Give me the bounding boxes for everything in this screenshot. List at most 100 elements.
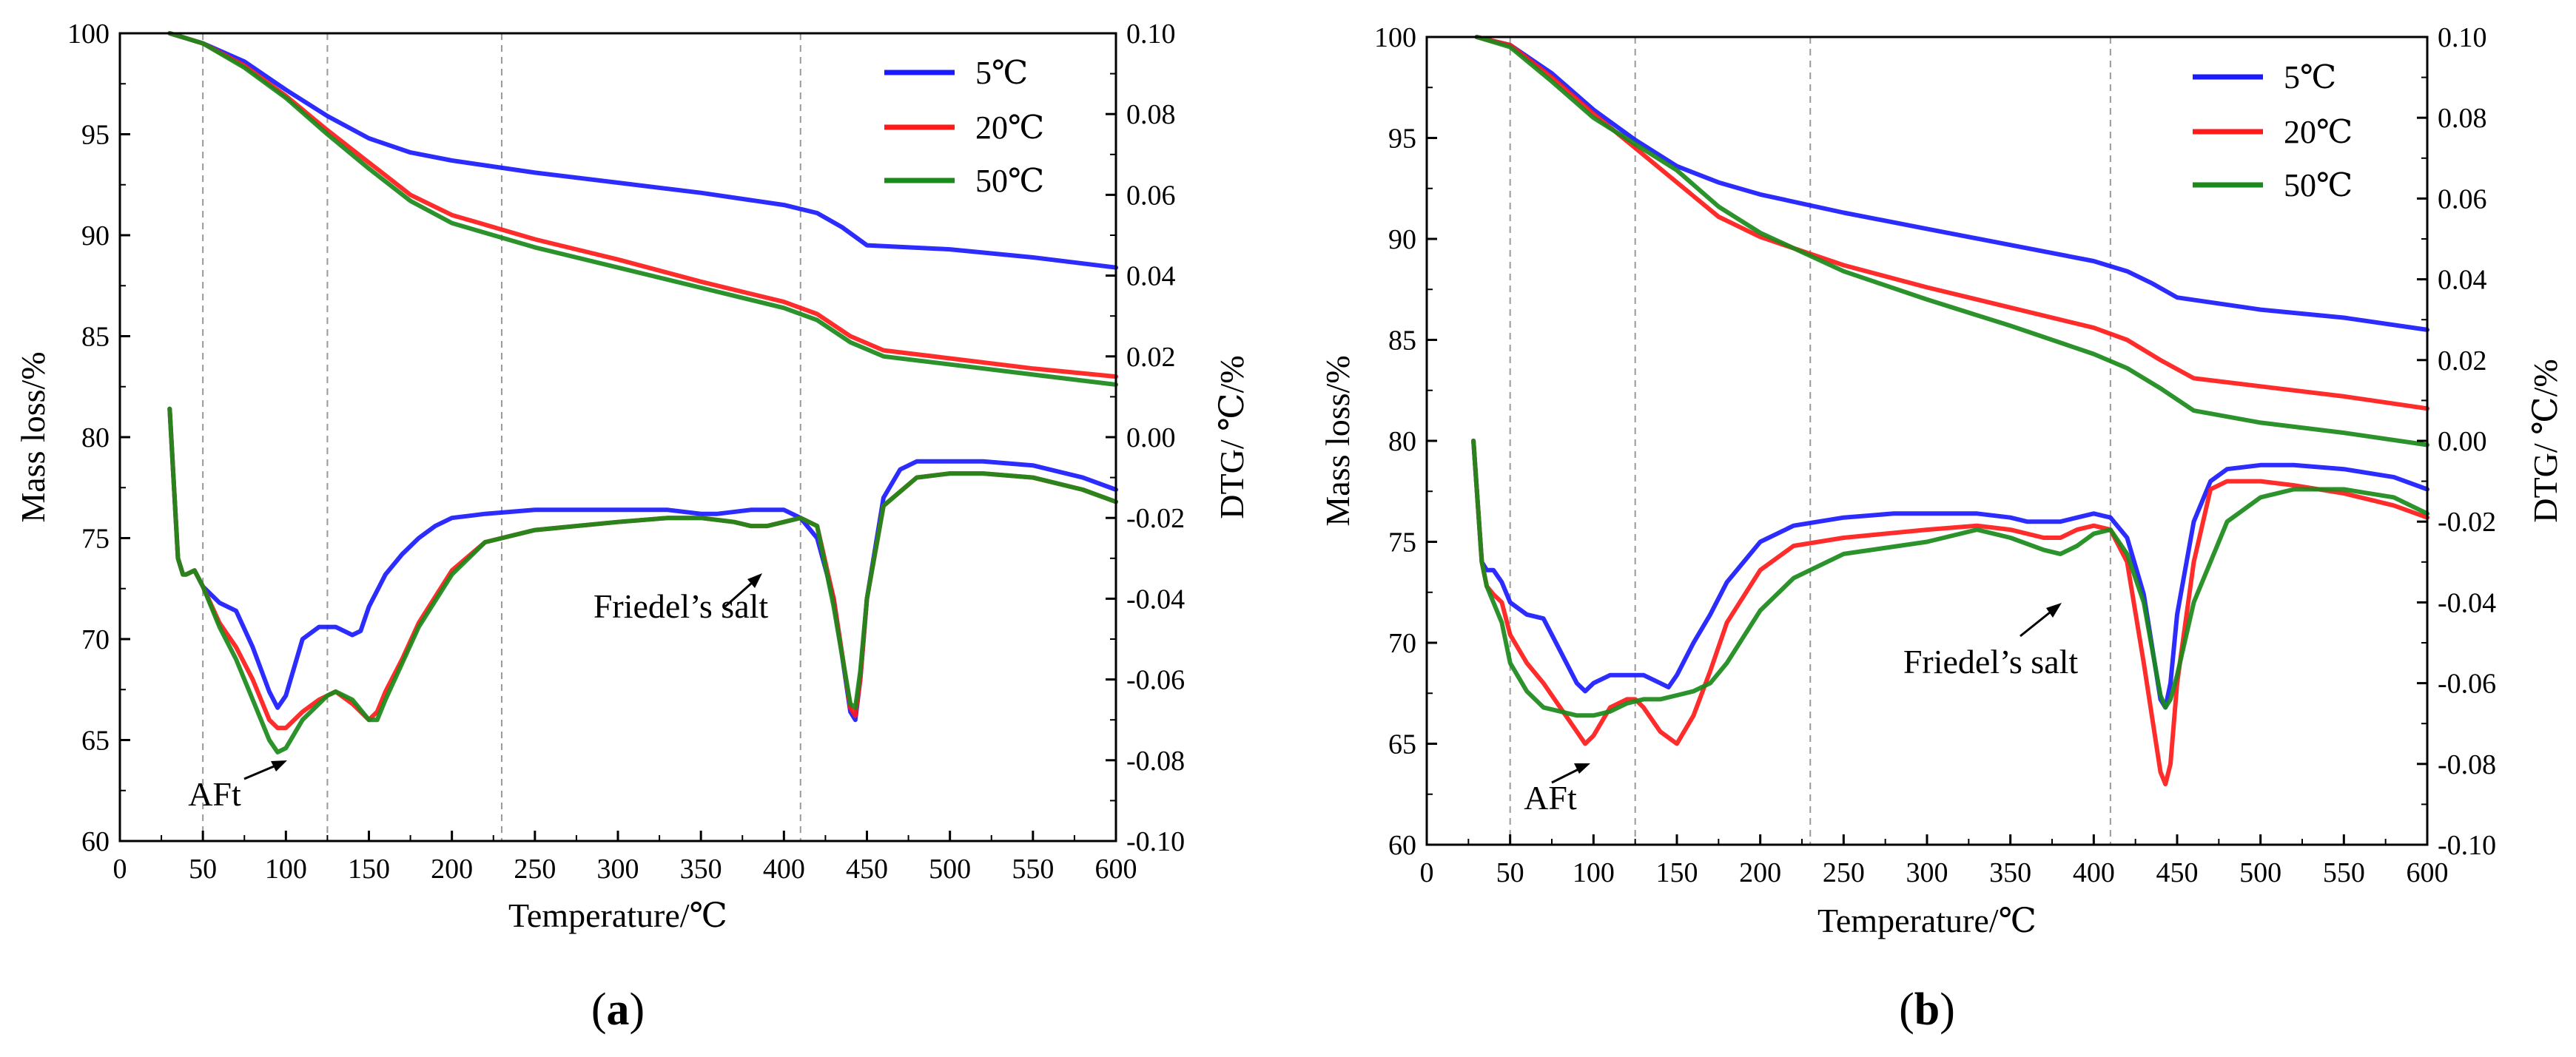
right-y-tick-label: -0.06: [1126, 665, 1185, 696]
x-tick-label: 100: [1573, 857, 1615, 888]
x-tick-label: 400: [763, 854, 805, 885]
right-y-tick-label: 0.02: [1126, 342, 1176, 373]
x-axis-label: Temperature/℃: [508, 896, 727, 934]
right-y-axis-label: DTG/ ℃/%: [1213, 355, 1251, 519]
left-y-tick-label: 80: [81, 422, 110, 453]
right-y-tick-label: 0.06: [2438, 183, 2487, 215]
right-y-tick-label: -0.10: [1126, 826, 1185, 857]
legend-label-20c: 20℃: [975, 109, 1044, 146]
right-y-tick-label: -0.06: [2438, 669, 2496, 700]
x-tick-label: 50: [1496, 857, 1524, 888]
x-tick-label: 250: [1823, 857, 1865, 888]
x-tick-label: 600: [1095, 854, 1137, 885]
x-tick-label: 600: [2407, 857, 2449, 888]
left-y-tick-label: 65: [1388, 729, 1416, 760]
series-line-50c-dtg: [167, 406, 1118, 754]
legend: 5℃ 20℃ 50℃: [884, 55, 1044, 199]
left-y-tick-label: 100: [1374, 22, 1416, 53]
series-line-20c-dtg: [167, 406, 1118, 731]
left-y-tick-label: 85: [81, 322, 110, 353]
left-y-tick-label: 75: [81, 524, 110, 555]
right-y-axis-ticks: -0.10 -0.08 -0.06 -0.04 -0.02 0.00 0.02 0.04 0.0…: [1106, 18, 1185, 857]
annotation-friedels-salt: Friedel’s salt: [593, 573, 769, 625]
x-tick-label: 300: [1906, 857, 1948, 888]
x-tick-label: 450: [846, 854, 888, 885]
right-y-tick-label: -0.02: [1126, 503, 1185, 534]
right-y-tick-label: -0.02: [2438, 507, 2496, 538]
arrowhead-icon: [2046, 603, 2062, 618]
x-tick-label: 550: [2323, 857, 2365, 888]
annotation-label: Friedel’s salt: [1903, 643, 2079, 681]
right-y-tick-label: -0.10: [2438, 830, 2496, 861]
right-y-tick-label: -0.08: [1126, 746, 1185, 777]
left-y-tick-label: 70: [1388, 628, 1416, 659]
legend: 5℃ 20℃ 50℃: [2193, 59, 2353, 203]
left-y-tick-label: 100: [67, 18, 110, 50]
annotation-label: AFt: [1524, 779, 1577, 817]
series-line-20c: [167, 31, 1118, 379]
x-axis-ticks: 0 50 100 150 200 250 300 350 400 450 500 550 600: [1420, 834, 2449, 888]
x-tick-label: 350: [680, 854, 722, 885]
left-y-axis-ticks: 60 65 70 75 80 85 90 95 100: [1374, 22, 1437, 861]
x-tick-label: 0: [113, 854, 127, 885]
x-tick-label: 550: [1012, 854, 1054, 885]
legend-label-20c: 20℃: [2284, 114, 2353, 150]
x-tick-label: 50: [189, 854, 217, 885]
arrowhead-icon: [1574, 763, 1590, 774]
right-y-axis-ticks: -0.10 -0.08 -0.06 -0.04 -0.02 0.00 0.02 0.04 0.0…: [2417, 22, 2496, 861]
x-tick-label: 100: [265, 854, 307, 885]
left-y-tick-label: 80: [1388, 426, 1416, 457]
right-y-tick-label: 0.02: [2438, 345, 2487, 376]
series-line-5c-dtg: [1471, 439, 2429, 710]
x-tick-label: 250: [514, 854, 556, 885]
left-y-tick-label: 60: [81, 826, 110, 857]
right-y-tick-label: 0.00: [2438, 426, 2487, 457]
left-y-tick-label: 65: [81, 726, 110, 757]
x-tick-label: 200: [431, 854, 473, 885]
right-y-tick-label: 0.08: [1126, 99, 1176, 130]
series-line-50c-dtg: [1471, 439, 2429, 718]
annotation-aft: AFt: [1524, 763, 1590, 817]
reference-lines: [1509, 37, 2111, 845]
x-axis-label: Temperature/℃: [1817, 902, 2037, 939]
left-y-tick-label: 85: [1388, 325, 1416, 357]
panel-label-a: (a): [591, 985, 645, 1035]
right-y-tick-label: -0.04: [2438, 587, 2496, 618]
series-line-50c: [167, 31, 1118, 387]
series-group: [1471, 35, 2429, 787]
annotation-friedels-salt: Friedel’s salt: [1903, 603, 2079, 681]
x-tick-label: 300: [597, 854, 639, 885]
right-y-tick-label: 0.10: [2438, 22, 2487, 53]
x-tick-label: 0: [1420, 857, 1434, 888]
right-y-axis-label: DTG/ ℃/%: [2526, 359, 2564, 522]
right-y-tick-label: 0.04: [2438, 265, 2487, 296]
left-y-tick-label: 90: [1388, 224, 1416, 255]
left-y-tick-label: 95: [1388, 124, 1416, 155]
annotation-label: AFt: [188, 775, 241, 813]
x-tick-label: 150: [1656, 857, 1698, 888]
left-y-axis-ticks: 60 65 70 75 80 85 90 95 100: [67, 18, 130, 857]
legend-label-50c: 50℃: [975, 163, 1044, 199]
plot-frame: [1425, 36, 2429, 846]
legend-label-5c: 5℃: [2284, 59, 2336, 95]
series-line-20c: [1474, 35, 2429, 411]
right-y-tick-label: -0.04: [1126, 584, 1185, 615]
legend-label-5c: 5℃: [975, 55, 1028, 91]
series-line-5c-dtg: [167, 406, 1118, 723]
right-y-tick-label: 0.00: [1126, 422, 1176, 453]
arrowhead-icon: [271, 760, 287, 771]
x-tick-label: 200: [1739, 857, 1781, 888]
right-y-tick-label: 0.08: [2438, 103, 2487, 134]
left-y-tick-label: 75: [1388, 527, 1416, 558]
left-y-tick-label: 70: [81, 624, 110, 655]
annotation-label: Friedel’s salt: [593, 587, 769, 625]
left-y-tick-label: 60: [1388, 830, 1416, 861]
left-y-tick-label: 90: [81, 220, 110, 251]
series-line-50c: [1474, 35, 2429, 448]
x-tick-label: 400: [2073, 857, 2115, 888]
left-y-tick-label: 95: [81, 120, 110, 151]
arrowhead-icon: [747, 573, 762, 588]
right-y-tick-label: -0.08: [2438, 749, 2496, 780]
legend-label-50c: 50℃: [2284, 167, 2353, 203]
